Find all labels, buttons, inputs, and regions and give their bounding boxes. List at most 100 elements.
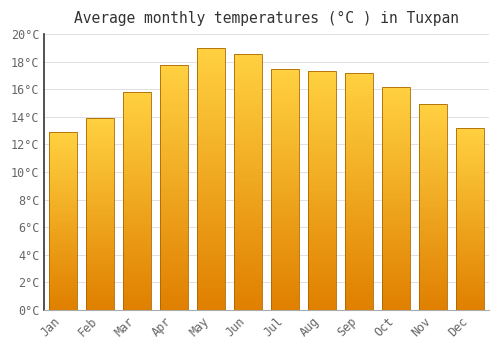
Bar [456,141,484,144]
Bar [346,251,373,253]
Bar [308,280,336,283]
Bar [234,265,262,268]
Bar [160,178,188,181]
Bar [346,164,373,168]
Bar [346,203,373,206]
Bar [308,304,336,307]
Bar [234,137,262,140]
Bar [123,304,151,307]
Bar [346,301,373,304]
Bar [272,111,299,114]
Bar [308,128,336,131]
Bar [308,113,336,116]
Bar [86,286,114,288]
Bar [197,218,225,222]
Bar [49,243,77,245]
Bar [456,148,484,150]
Bar [382,293,410,296]
Bar [123,299,151,302]
Bar [346,156,373,159]
Bar [308,262,336,265]
Bar [420,202,447,204]
Bar [420,184,447,187]
Bar [382,109,410,112]
Bar [86,290,114,293]
Bar [123,264,151,266]
Bar [123,255,151,258]
Bar [234,217,262,220]
Bar [234,249,262,252]
Bar [49,190,77,192]
Bar [382,193,410,195]
Bar [160,239,188,242]
Bar [234,166,262,169]
Bar [234,159,262,162]
Bar [420,264,447,266]
Bar [49,272,77,274]
Bar [308,197,336,199]
Bar [49,287,77,290]
Bar [346,88,373,91]
Bar [346,212,373,215]
Bar [308,220,336,223]
Bar [272,153,299,156]
Bar [456,132,484,135]
Bar [197,48,225,310]
Bar [456,264,484,267]
Bar [272,147,299,150]
Bar [197,146,225,149]
Bar [382,117,410,120]
Bar [234,278,262,281]
Bar [86,269,114,272]
Bar [308,131,336,134]
Bar [308,238,336,241]
Bar [234,236,262,239]
Bar [234,207,262,210]
Bar [49,183,77,186]
Bar [308,268,336,271]
Bar [346,257,373,259]
Bar [123,141,151,144]
Bar [346,289,373,292]
Bar [308,80,336,83]
Bar [86,300,114,302]
Bar [382,215,410,218]
Bar [382,190,410,193]
Bar [382,112,410,114]
Bar [197,126,225,130]
Bar [346,76,373,79]
Bar [123,225,151,228]
Bar [197,61,225,64]
Bar [420,105,447,310]
Bar [49,174,77,176]
Bar [272,252,299,256]
Bar [382,195,410,198]
Bar [272,219,299,222]
Bar [197,303,225,307]
Bar [382,165,410,167]
Bar [308,215,336,217]
Bar [272,304,299,307]
Bar [86,152,114,154]
Bar [272,99,299,102]
Bar [420,223,447,225]
Bar [420,161,447,163]
Bar [272,234,299,237]
Bar [382,229,410,232]
Bar [308,199,336,203]
Bar [123,250,151,253]
Bar [382,198,410,201]
Bar [197,120,225,123]
Bar [197,198,225,202]
Bar [49,299,77,301]
Bar [123,92,151,95]
Bar [234,191,262,195]
Bar [123,149,151,152]
Bar [123,130,151,133]
Bar [420,297,447,300]
Bar [160,199,188,202]
Bar [272,114,299,117]
Bar [49,303,77,305]
Bar [234,54,262,310]
Bar [160,129,188,132]
